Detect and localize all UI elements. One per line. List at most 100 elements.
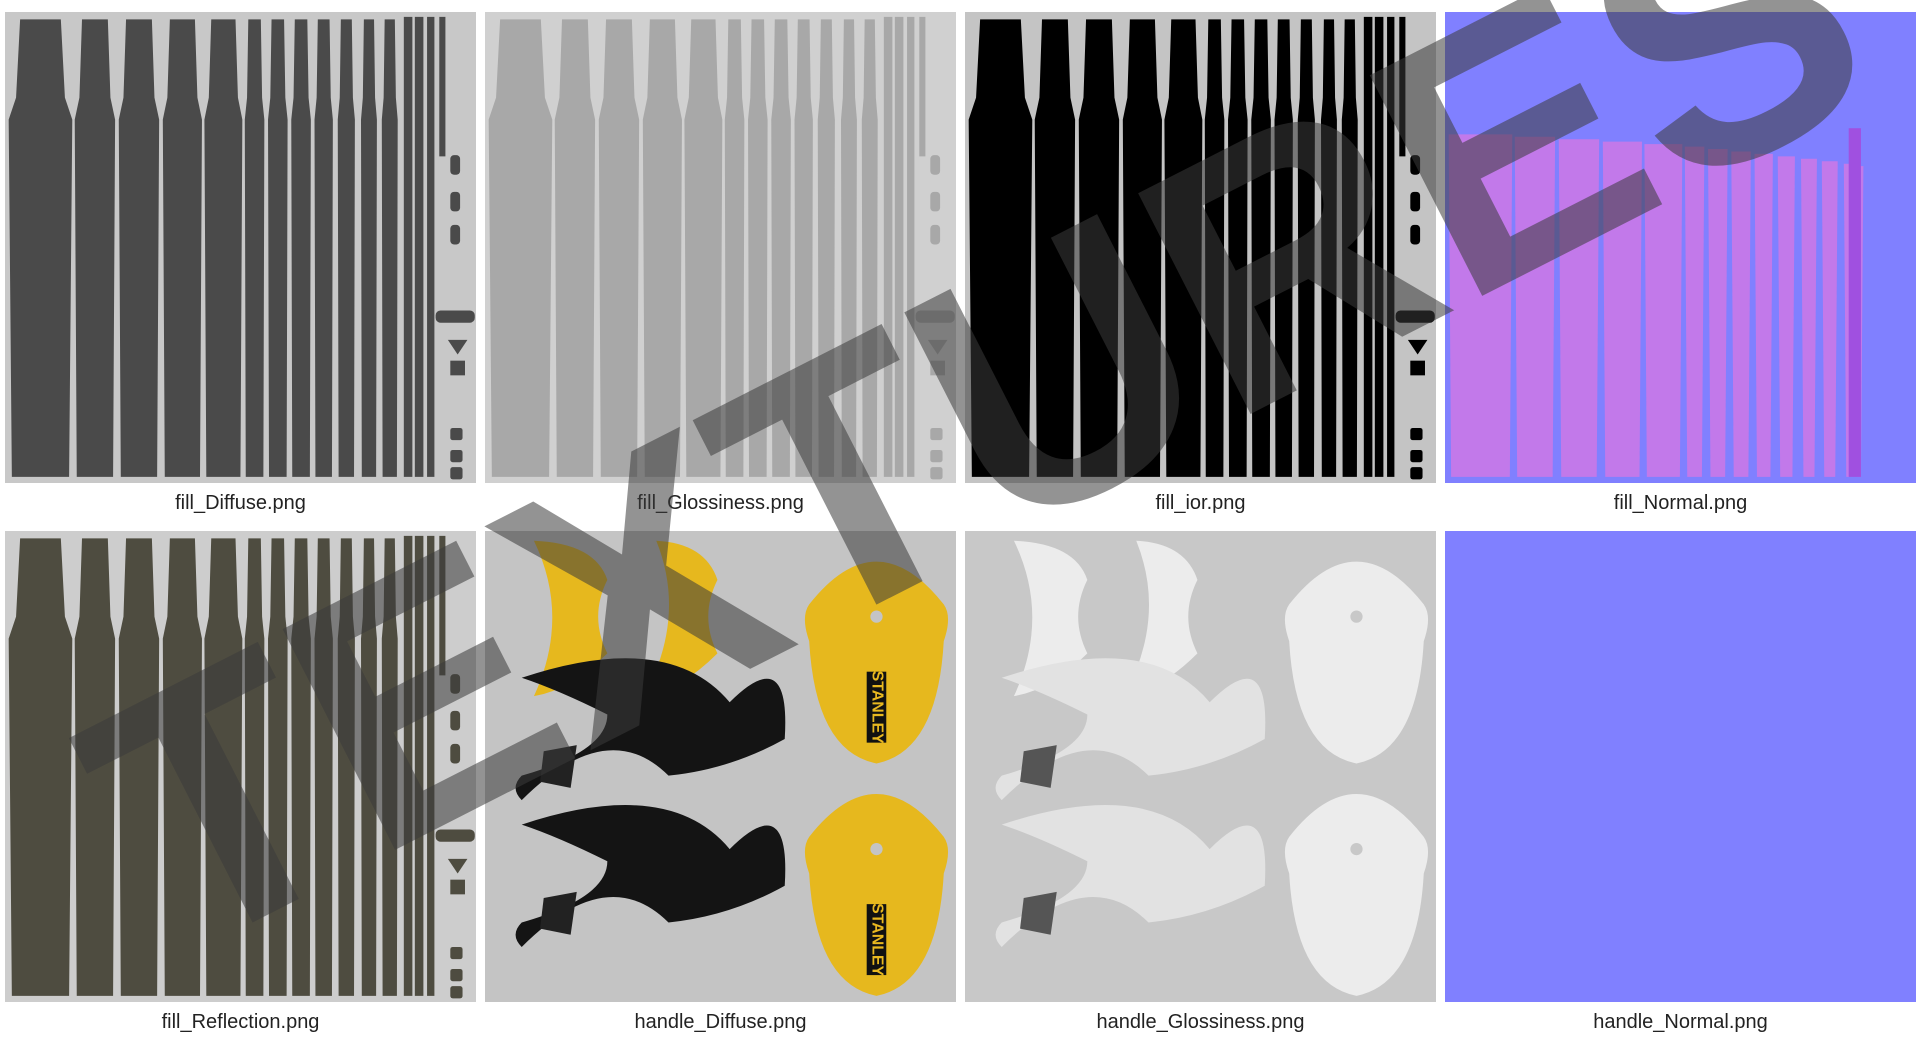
uv-strip xyxy=(1399,16,1406,157)
uv-strip xyxy=(861,19,878,477)
texture-tile xyxy=(5,531,476,1002)
uv-strip xyxy=(1731,151,1751,477)
uv-bits xyxy=(1410,191,1421,212)
uv-strip xyxy=(1644,144,1683,477)
handle-part xyxy=(533,540,608,697)
uv-bits xyxy=(450,879,465,895)
uv-strip xyxy=(1321,19,1337,477)
tile-caption: fill_Diffuse.png xyxy=(175,492,306,514)
handle-part xyxy=(1013,540,1088,697)
uv-bits xyxy=(450,224,461,245)
texture-tile: STANLEY STANLEY xyxy=(485,531,956,1002)
uv-strip xyxy=(427,535,435,996)
uv-strip xyxy=(1558,139,1600,477)
brand-plate xyxy=(866,904,887,976)
uv-strip xyxy=(1848,128,1861,477)
handle-part xyxy=(540,745,577,788)
handle-part xyxy=(1124,540,1198,697)
uv-strip xyxy=(748,19,768,477)
uv-bits xyxy=(915,310,955,323)
uv-bits xyxy=(450,986,463,999)
uv-bits xyxy=(930,427,943,441)
uv-strip xyxy=(1341,19,1358,477)
uv-bits xyxy=(930,449,943,463)
uv-strip xyxy=(268,538,288,996)
uv-strip xyxy=(74,538,116,996)
uv-strip xyxy=(1801,158,1817,477)
uv-strip xyxy=(204,538,243,996)
uv-bits xyxy=(1410,360,1425,376)
brand-label: STANLEY xyxy=(868,903,885,976)
uv-strip xyxy=(894,16,904,477)
uv-strip xyxy=(162,538,202,996)
handle-hole xyxy=(870,610,883,623)
uv-strip xyxy=(642,19,682,477)
uv-strip xyxy=(414,16,424,477)
uv-strip xyxy=(1387,16,1395,477)
uv-strip xyxy=(1204,19,1225,477)
tile-caption: handle_Diffuse.png xyxy=(635,1011,807,1033)
uv-strip xyxy=(1821,161,1838,477)
uv-bits xyxy=(1407,339,1428,355)
handle-part xyxy=(1284,561,1429,764)
uv-strip xyxy=(1228,19,1248,477)
uv-strip xyxy=(291,19,311,477)
uv-strip xyxy=(74,19,116,477)
texture-tile xyxy=(965,531,1436,1002)
handle-part xyxy=(804,794,949,996)
uv-strip xyxy=(1251,19,1271,477)
uv-bits xyxy=(1410,224,1421,245)
uv-strip xyxy=(968,19,1033,477)
tile-caption: handle_Glossiness.png xyxy=(1097,1011,1305,1033)
uv-strip xyxy=(314,538,333,996)
uv-bits xyxy=(450,710,461,731)
handle-part xyxy=(995,658,1266,801)
uv-strip xyxy=(291,538,311,996)
uv-strip xyxy=(1448,134,1513,477)
handle-part xyxy=(644,540,718,697)
tile-caption: fill_Glossiness.png xyxy=(637,492,804,514)
uv-strip xyxy=(337,19,355,477)
handle-part xyxy=(540,891,577,935)
tile-background xyxy=(1445,531,1916,1002)
handle-hole xyxy=(870,842,883,856)
uv-strip xyxy=(771,19,791,477)
uv-strip xyxy=(361,19,377,477)
uv-strip xyxy=(907,16,915,477)
uv-bits xyxy=(1410,467,1423,480)
uv-bits xyxy=(450,743,461,764)
uv-bits xyxy=(435,310,475,323)
handle-hole xyxy=(1350,842,1363,856)
uv-strip xyxy=(554,19,596,477)
uv-bits xyxy=(1410,427,1423,441)
uv-strip xyxy=(439,16,446,157)
texture-tile xyxy=(485,12,956,483)
uv-strip xyxy=(118,19,160,477)
uv-bits xyxy=(1410,449,1423,463)
uv-bits xyxy=(450,674,461,694)
brand-label: STANLEY xyxy=(868,671,885,744)
uv-strip xyxy=(118,538,160,996)
uv-bits xyxy=(447,339,468,355)
uv-bits xyxy=(450,467,463,480)
uv-strip xyxy=(1602,141,1642,477)
uv-strip xyxy=(244,19,265,477)
handle-part xyxy=(515,805,786,947)
uv-strip xyxy=(1274,19,1293,477)
uv-strip xyxy=(1078,19,1120,477)
uv-strip xyxy=(1754,153,1773,477)
uv-strip xyxy=(403,535,413,996)
texture-tile xyxy=(1445,531,1916,1002)
uv-bits xyxy=(1395,310,1435,323)
uv-strip xyxy=(8,19,73,477)
uv-strip xyxy=(314,19,333,477)
texture-tile xyxy=(5,12,476,483)
uv-strip xyxy=(1514,136,1556,477)
uv-strip xyxy=(8,538,73,996)
brand-plate xyxy=(866,671,887,743)
uv-strip xyxy=(337,538,355,996)
uv-strip xyxy=(883,16,893,477)
uv-bits xyxy=(930,191,941,212)
uv-bits xyxy=(450,191,461,212)
